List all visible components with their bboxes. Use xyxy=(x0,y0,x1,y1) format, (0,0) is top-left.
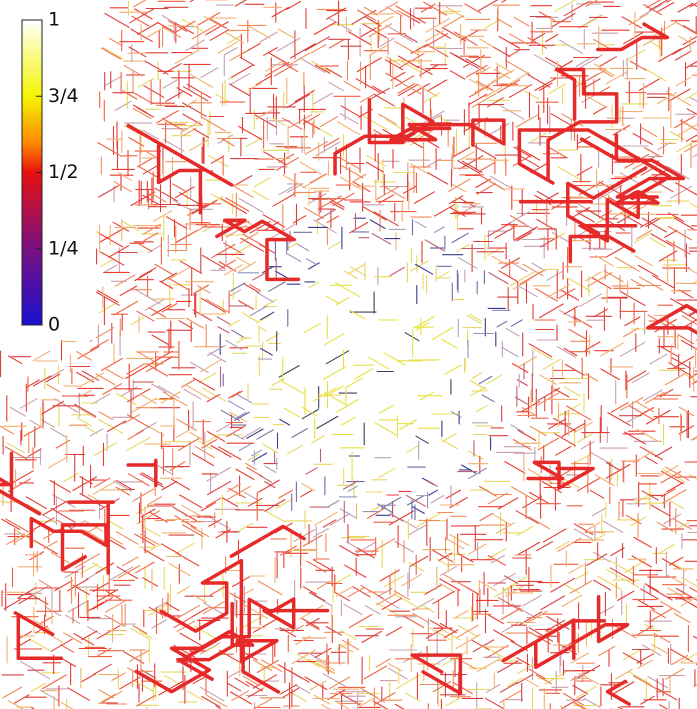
lattice-bonds xyxy=(277,292,451,445)
colorbar-tick-label: 1 xyxy=(48,9,60,31)
lattice-bonds xyxy=(280,277,461,480)
figure: 0 1/4 1/2 3/4 1 xyxy=(0,0,697,709)
lattice-bonds xyxy=(220,218,505,515)
lattice-bonds xyxy=(5,4,697,709)
lattice-bonds xyxy=(1,0,697,709)
colorbar-tick-label: 1/4 xyxy=(48,237,79,259)
lattice-bonds xyxy=(208,221,524,518)
colorbar-tick-label: 3/4 xyxy=(48,85,79,107)
lattice-bonds xyxy=(217,210,528,523)
colorbar-tick-label: 1/2 xyxy=(48,161,79,183)
colorbar-tick-label: 0 xyxy=(48,314,60,336)
lattice xyxy=(0,0,697,709)
lattice-bonds xyxy=(2,0,697,709)
lattice-bonds xyxy=(5,0,697,709)
lattice-bonds xyxy=(3,0,697,709)
